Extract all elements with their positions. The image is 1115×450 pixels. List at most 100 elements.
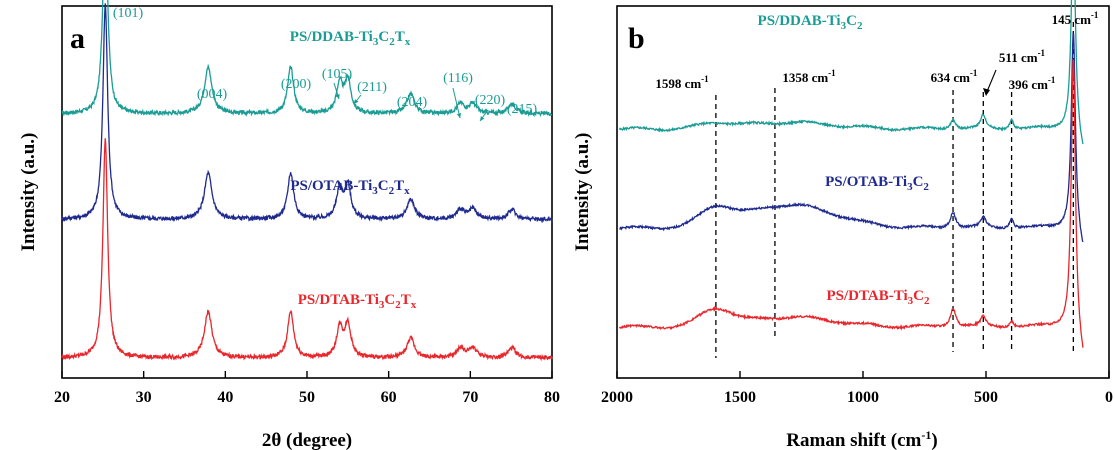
panel-a-x-tick-label: 70 [462,389,478,406]
panel-b-peak-label: 1358 cm-1 [782,68,836,85]
panel-b-x-axis-title-end: ) [931,430,937,450]
panel-a-peak-label: (204) [397,95,428,110]
peak-label-main: 396 cm [1009,77,1049,92]
series-label-main: C [913,174,924,190]
panel-a-peak-arrowhead [354,99,359,104]
panel-a-series-line [61,0,553,118]
series-label-main: C [378,29,389,45]
panel-a-series-label: PS/DDAB-Ti3C2Tx [290,29,411,48]
series-label-main: PS/DTAB-Ti [298,292,379,308]
panel-a-peak-label: (220) [475,93,506,108]
panel-b-series-label: PS/DTAB-Ti3C2 [827,288,930,307]
series-label-sub: 3 [373,36,379,48]
panel-a-series-line [61,3,553,224]
panel-a-series: PS/DDAB-Ti3C2TxPS/OTAB-Ti3C2TxPS/DTAB-Ti… [61,0,553,362]
series-label-sub: 2 [923,181,929,193]
panel-a-x-tick-label: 20 [54,389,70,406]
panel-b: b 2000 1500 1000 500 0 PS/DDAB-Ti3C2PS/OTAB-… [572,0,1113,450]
series-label-sub: 3 [372,185,378,197]
panel-a-peak-label: (215) [507,102,538,117]
series-label-sub: x [411,299,417,311]
series-label-main: C [913,288,924,304]
series-label-main: PS/OTAB-Ti [825,174,907,190]
panel-b-x-tick-label: 0 [1105,389,1113,406]
panel-a-peak-label: (105) [322,67,353,82]
panel-a-peak-arrowhead [480,116,485,121]
series-label-main: PS/OTAB-Ti [290,178,372,194]
series-label-main: T [401,292,411,308]
series-label-sub: x [404,185,410,197]
panel-b-series-line [619,32,1084,243]
peak-label-sup: -1 [1048,75,1056,85]
panel-b-peak-label: 1598 cm-1 [655,74,709,91]
series-label-main: C [378,178,389,194]
panel-a-peak-label: (200) [281,77,312,92]
panel-a-series-label: PS/OTAB-Ti3C2Tx [290,178,410,197]
panel-a-peak-label: (101) [113,6,144,21]
series-label-sub: 2 [924,295,930,307]
peak-label-main: 145 cm [1052,12,1092,27]
panel-b-peak-label: 145 cm-1 [1052,10,1099,27]
panel-b-x-tick-label: 1000 [847,389,879,406]
panel-a-peak-arrow [452,87,461,119]
peak-label-main: 634 cm [931,70,971,85]
panel-b-x-axis-title-main: Raman shift (cm [786,430,921,450]
panel-b-series-line [618,59,1084,348]
series-label-main: PS/DTAB-Ti [827,288,908,304]
panel-b-letter: b [628,22,645,55]
panel-a-x-tick-label: 30 [136,389,152,406]
series-label-sub: 3 [908,295,914,307]
series-label-sub: 2 [395,299,401,311]
series-label-main: T [395,29,405,45]
series-label-sub: x [405,36,411,48]
series-label-sub: 2 [389,185,395,197]
peak-label-sup: -1 [701,74,709,84]
panel-a-x-axis-title: 2θ (degree) [262,430,352,450]
panel-a-peak-labels: (101) (004) (200) (105) (211) (204) (116)(220)… [113,6,538,122]
panel-b-series-label: PS/OTAB-Ti3C2 [825,174,929,193]
series-label-sub: 2 [389,36,395,48]
panel-b-peak-label: 396 cm-1 [1009,75,1056,92]
peak-label-sup: -1 [1091,10,1099,20]
series-label-sub: 3 [841,20,847,32]
panel-a-x-tick-label: 80 [544,389,560,406]
panel-b-x-tick-label: 2000 [601,389,633,406]
panel-a: a 20 30 40 50 60 70 80 PS/DDAB-Ti3C2TxPS/OTAB-… [18,0,560,450]
panel-b-x-axis-title: Raman shift (cm-1) [786,428,937,450]
panel-b-series-label: PS/DDAB-Ti3C2 [758,13,863,32]
panel-a-letter: a [70,22,85,55]
peak-label-sup: -1 [828,68,836,78]
panel-a-peak-label: (116) [443,71,473,86]
series-label-main: T [394,178,404,194]
panel-b-series-line [618,0,1084,145]
series-label-sub: 3 [379,299,385,311]
panel-a-x-tick-label: 40 [217,389,233,406]
panel-a-peak-arrowhead [456,113,462,118]
series-label-main: PS/DDAB-Ti [290,29,373,45]
panel-a-series-label: PS/DTAB-Ti3C2Tx [298,292,417,311]
series-label-main: C [384,292,395,308]
panel-b-peak-label: 634 cm-1 [931,68,978,85]
panel-a-x-tick-label: 60 [381,389,397,406]
series-label-main: C [846,13,857,29]
panel-b-peak-arrowhead [983,88,990,96]
series-label-sub: 3 [907,181,913,193]
peak-label-main: 1358 cm [782,70,828,85]
panel-b-x-axis-title-sup: -1 [921,428,931,442]
panel-b-x-tick-label: 500 [974,389,998,406]
series-label-sub: 2 [857,20,863,32]
panel-a-series-line [61,138,553,362]
panel-b-peak-markers [715,22,1074,358]
peak-label-sup: -1 [970,68,978,78]
peak-label-sup: -1 [1038,48,1046,58]
panel-a-peak-label: (211) [357,80,387,95]
panel-a-peak-label: (004) [197,87,228,102]
panel-b-x-ticks: 2000 1500 1000 500 0 [601,371,1113,406]
panel-a-x-tick-label: 50 [299,389,315,406]
peak-label-main: 1598 cm [655,76,701,91]
panel-a-x-ticks: 20 30 40 50 60 70 80 [54,371,560,406]
panel-a-peak-arrowhead [335,94,340,99]
